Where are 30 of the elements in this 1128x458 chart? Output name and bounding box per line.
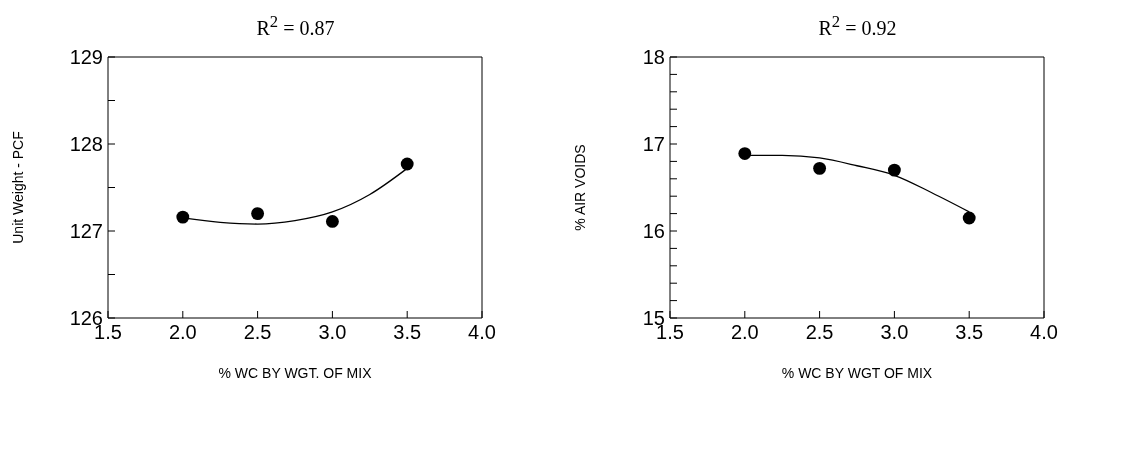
y-axis-title: Unit Weight - PCF: [9, 131, 26, 244]
x-tick-label: 4.0: [468, 321, 496, 344]
y-tick-label: 16: [642, 220, 665, 243]
x-tick-label: 2.0: [730, 321, 759, 344]
point: [251, 207, 265, 221]
x-tick-label: 3.5: [393, 321, 422, 344]
x-tick-label: 4.0: [1030, 321, 1058, 344]
x-tick-label: 2.0: [168, 321, 197, 344]
x-tick-label: 2.5: [243, 321, 272, 344]
chart-title: R$^{2}$ = 0.87: [255, 12, 336, 40]
x-axis-title: % WC BY WGT OF MIX: [781, 365, 933, 381]
x-tick-label: 3.5: [955, 321, 984, 344]
y-tick-label: 17: [642, 133, 665, 156]
y-tick-label: 127: [69, 220, 103, 243]
chart-title: R$^{2}$ = 0.92: [817, 12, 898, 40]
y-axis-title: % AIR VOIDS: [571, 144, 588, 231]
x-tick-label: 2.5: [805, 321, 834, 344]
point: [887, 163, 901, 177]
x-axis-title: % WC BY WGT. OF MIX: [218, 365, 373, 381]
point: [176, 210, 190, 224]
point: [400, 157, 414, 171]
y-tick-label: 129: [69, 46, 103, 69]
x-tick-label: 3.0: [318, 321, 347, 344]
point: [962, 211, 976, 225]
point: [325, 215, 339, 228]
point: [738, 147, 752, 160]
x-tick-label: 3.0: [880, 321, 909, 344]
y-tick-label: 128: [69, 133, 103, 156]
y-tick-label: 18: [642, 46, 665, 69]
point: [813, 161, 827, 175]
